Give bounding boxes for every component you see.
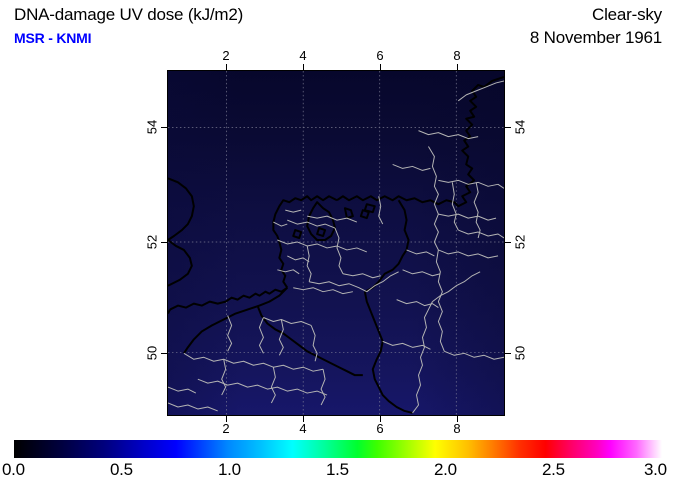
x-tick-bottom-2 [226, 416, 227, 422]
sky-condition-label: Clear-sky [592, 5, 662, 24]
x-tick-bottom-8 [457, 416, 458, 422]
x-tick-bottom-4 [303, 416, 304, 422]
page-title: DNA-damage UV dose (kJ/m2) [14, 5, 244, 24]
x-tick-top-6 [380, 64, 381, 70]
y-axis-label-left-52: 52 [144, 234, 160, 250]
x-tick-top-4 [303, 64, 304, 70]
administrative-border-paths [168, 80, 504, 414]
y-tick-right-54 [505, 127, 511, 128]
x-axis-label-top-6: 6 [376, 48, 384, 63]
uv-dose-colorbar [14, 440, 662, 458]
x-axis-label-bottom-2: 2 [222, 421, 230, 436]
colorbar-gradient [14, 440, 662, 458]
colorbar-tick-2: 1.0 [218, 460, 241, 479]
uv-dose-map-plot [167, 70, 505, 416]
uv-dose-field [168, 71, 504, 415]
x-axis-label-bottom-4: 4 [299, 421, 307, 436]
x-axis-label-bottom-6: 6 [376, 421, 384, 436]
colorbar-tick-5: 2.5 [542, 460, 565, 479]
y-axis-label-right-52: 52 [512, 234, 528, 250]
y-tick-right-52 [505, 242, 511, 243]
y-tick-left-54 [161, 127, 167, 128]
y-tick-left-50 [161, 353, 167, 354]
date-label: 8 November 1961 [529, 28, 662, 47]
colorbar-tick-6: 3.0 [644, 460, 667, 479]
y-axis-label-right-50: 50 [512, 345, 528, 361]
x-tick-bottom-6 [380, 416, 381, 422]
y-axis-label-left-50: 50 [144, 345, 160, 361]
x-tick-top-2 [226, 64, 227, 70]
colorbar-tick-4: 2.0 [434, 460, 457, 479]
x-axis-label-top-2: 2 [222, 48, 230, 63]
x-axis-label-bottom-8: 8 [453, 421, 461, 436]
x-tick-top-8 [457, 64, 458, 70]
data-source-label: MSR - KNMI [14, 30, 92, 46]
y-tick-right-50 [505, 353, 511, 354]
colorbar-tick-3: 1.5 [326, 460, 349, 479]
y-axis-label-right-54: 54 [512, 119, 528, 135]
map-geography-overlay [168, 71, 504, 415]
graticule-lines [168, 71, 504, 415]
x-axis-label-top-4: 4 [299, 48, 307, 63]
coastline-paths [168, 76, 504, 414]
y-tick-left-52 [161, 242, 167, 243]
colorbar-tick-0: 0.0 [2, 460, 25, 479]
y-axis-label-left-54: 54 [144, 119, 160, 135]
x-axis-label-top-8: 8 [453, 48, 461, 63]
colorbar-tick-1: 0.5 [110, 460, 133, 479]
